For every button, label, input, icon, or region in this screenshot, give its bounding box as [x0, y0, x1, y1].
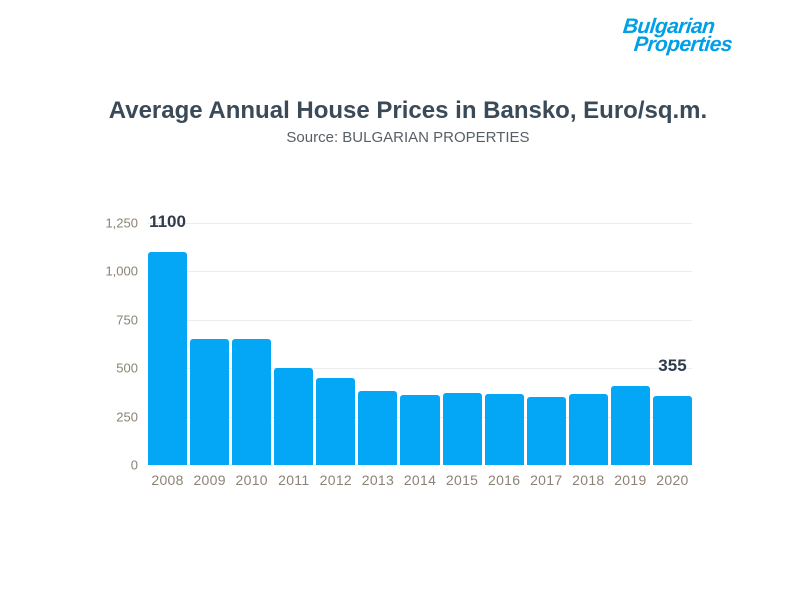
x-tick-label: 2012 — [319, 472, 353, 488]
x-tick-label: 2013 — [361, 472, 395, 488]
y-tick-label: 250 — [116, 409, 138, 425]
bar-2012 — [316, 377, 356, 465]
bar-2019 — [610, 385, 650, 465]
x-tick-label: 2009 — [193, 472, 226, 488]
bar-value-label: 1100 — [149, 212, 186, 232]
bar-2018 — [568, 394, 608, 465]
logo-text-line2: Properties — [632, 33, 734, 56]
gridline — [148, 368, 692, 370]
bar-2008: 1100 — [148, 212, 188, 465]
bar-2011 — [274, 368, 314, 465]
y-tick-label: 0 — [130, 457, 138, 473]
y-tick-label: 500 — [116, 360, 138, 376]
chart-title: Average Annual House Prices in Bansko, E… — [108, 97, 708, 124]
x-tick-label: 2015 — [445, 472, 479, 488]
bar-2017 — [526, 397, 566, 465]
bulgarian-properties-logo: Bulgarian Properties — [620, 15, 735, 56]
plot-area: 1100 355 2008 2009 2010 2011 2012 2013 2014 2015… — [105, 212, 693, 488]
bar-value-label: 355 — [658, 356, 687, 376]
x-tick-label: 2020 — [656, 472, 689, 488]
y-tick-label: 1,250 — [105, 215, 138, 231]
bar-2020: 355 — [652, 356, 693, 465]
x-axis: 2008 2009 2010 2011 2012 2013 2014 2015 2016 2017… — [148, 472, 692, 488]
bar-2016 — [484, 394, 524, 465]
x-tick-label: 2019 — [614, 472, 647, 488]
chart-subtitle: Source: BULGARIAN PROPERTIES — [286, 129, 530, 146]
x-tick-label: 2016 — [487, 472, 521, 488]
x-tick-label: 2010 — [235, 472, 268, 488]
x-tick-label: 2018 — [572, 472, 605, 488]
bar-2015 — [442, 393, 482, 465]
x-tick-label: 2014 — [403, 472, 437, 488]
x-tick-label: 2011 — [278, 472, 310, 488]
bars-row: 1100 355 — [148, 212, 693, 465]
x-tick-label: 2017 — [530, 472, 563, 488]
bar-2013 — [358, 391, 398, 465]
x-tick-label: 2008 — [151, 472, 184, 488]
y-tick-label: 1,000 — [105, 263, 138, 279]
bar-2009 — [190, 339, 230, 465]
gridline — [148, 271, 692, 273]
gridline — [148, 319, 692, 321]
gridline — [148, 223, 692, 224]
y-tick-label: 750 — [116, 312, 138, 328]
bar-2014 — [400, 395, 440, 465]
bar-2010 — [232, 339, 272, 465]
